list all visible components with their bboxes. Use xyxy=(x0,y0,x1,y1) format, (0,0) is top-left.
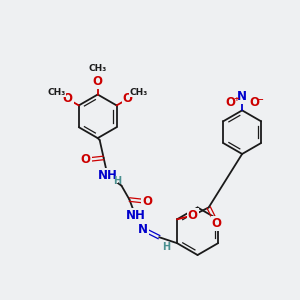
Text: O: O xyxy=(63,92,73,106)
Text: O: O xyxy=(212,217,222,230)
Text: O: O xyxy=(188,209,198,222)
Text: CH₃: CH₃ xyxy=(47,88,66,97)
Text: O: O xyxy=(142,195,152,208)
Text: N: N xyxy=(237,90,247,103)
Text: CH₃: CH₃ xyxy=(88,64,107,73)
Text: H: H xyxy=(162,242,170,252)
Text: O: O xyxy=(81,153,91,167)
Text: O: O xyxy=(123,92,133,106)
Text: H: H xyxy=(113,176,122,186)
Text: O: O xyxy=(225,96,235,109)
Text: O: O xyxy=(249,96,259,109)
Text: NH: NH xyxy=(125,209,145,222)
Text: +: + xyxy=(233,97,239,103)
Text: N: N xyxy=(138,223,148,236)
Text: O: O xyxy=(93,75,103,88)
Text: NH: NH xyxy=(98,169,118,182)
Text: CH₃: CH₃ xyxy=(130,88,148,97)
Text: −: − xyxy=(256,95,263,104)
